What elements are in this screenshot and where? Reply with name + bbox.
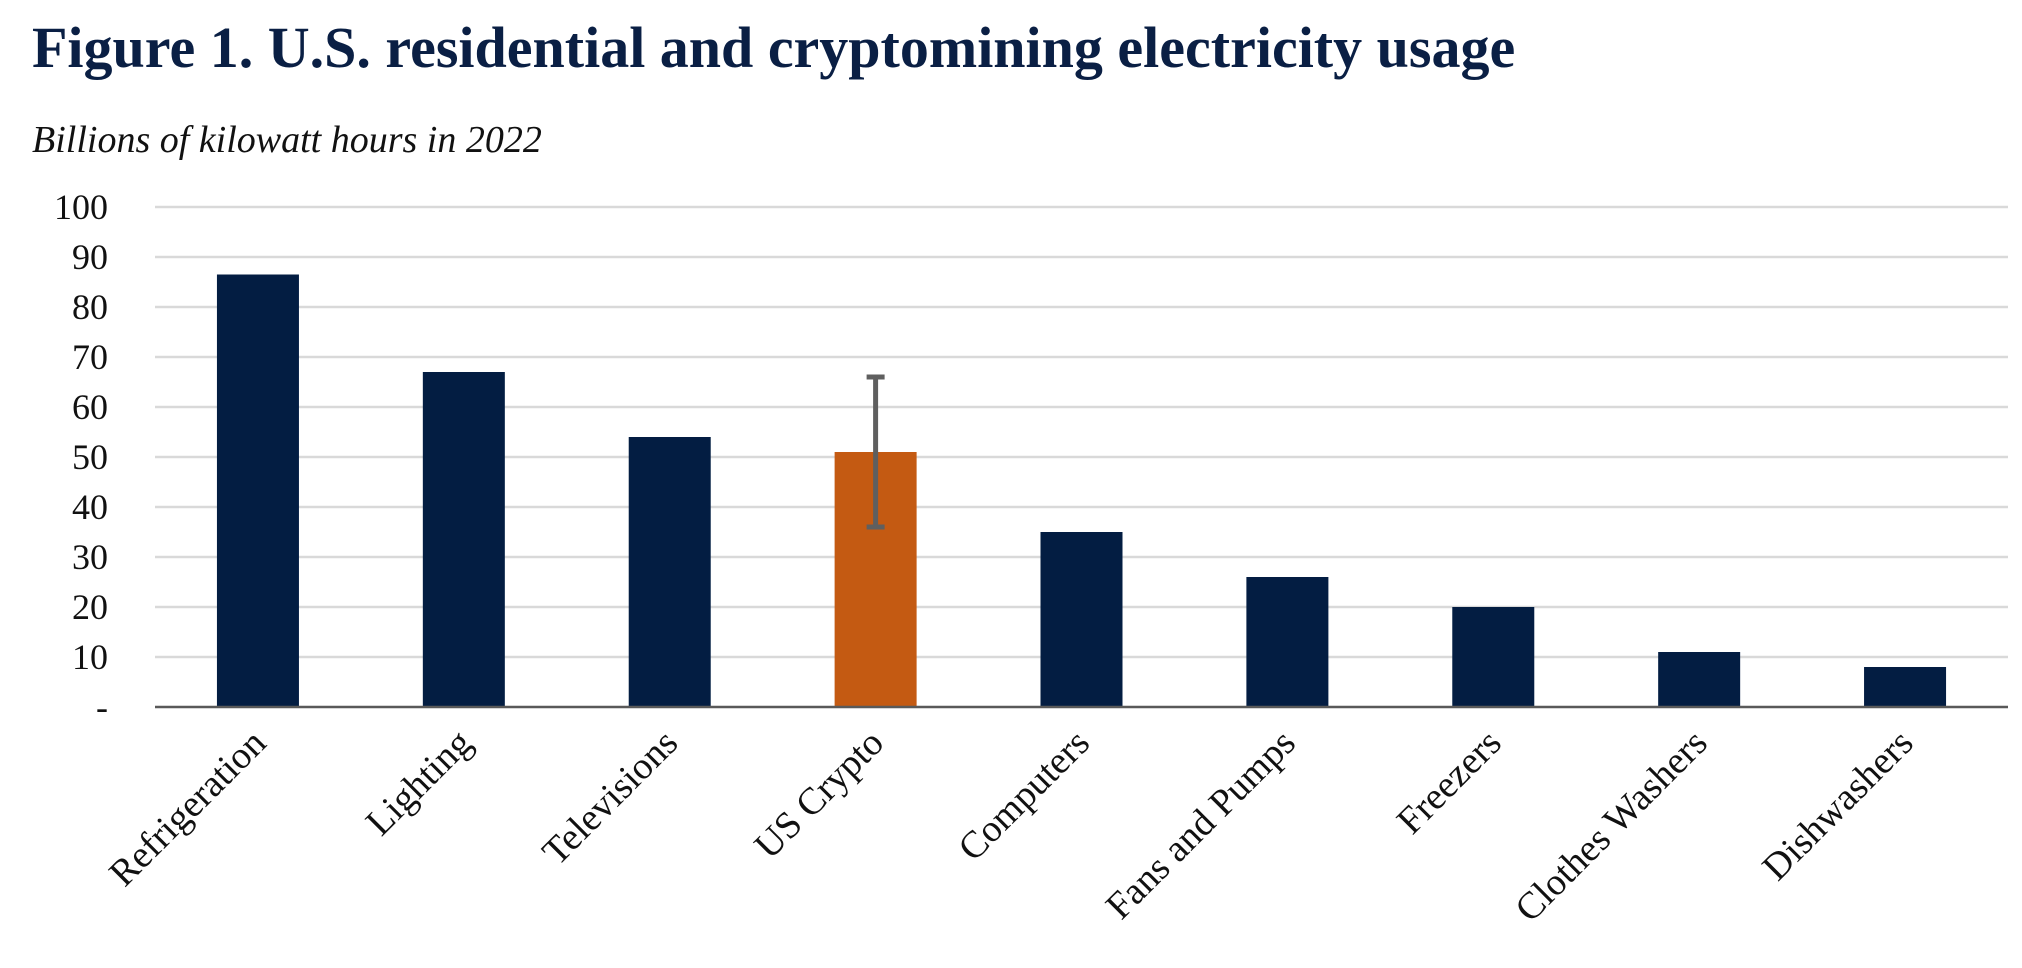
x-tick-label: Refrigeration bbox=[101, 722, 274, 895]
bar-televisions bbox=[628, 437, 711, 707]
chart-subtitle: Billions of kilowatt hours in 2022 bbox=[32, 119, 542, 161]
x-tick-label: US Crypto bbox=[747, 722, 892, 867]
bar-fans-and-pumps bbox=[1246, 577, 1329, 707]
y-tick-label: 40 bbox=[72, 487, 108, 527]
x-tick-label: Dishwashers bbox=[1754, 722, 1921, 889]
y-tick-label: 80 bbox=[72, 287, 108, 327]
y-tick-label: 100 bbox=[54, 187, 108, 227]
y-tick-label: - bbox=[96, 687, 108, 727]
y-tick-label: 20 bbox=[72, 587, 108, 627]
y-tick-label: 30 bbox=[72, 537, 108, 577]
bars bbox=[216, 274, 1947, 707]
x-tick-label: Computers bbox=[950, 722, 1098, 870]
y-tick-label: 90 bbox=[72, 237, 108, 277]
bar-refrigeration bbox=[216, 274, 299, 707]
y-tick-label: 10 bbox=[72, 637, 108, 677]
x-tick-label: Freezers bbox=[1389, 722, 1510, 843]
y-tick-label: 50 bbox=[72, 437, 108, 477]
x-tick-label: Televisions bbox=[534, 722, 686, 874]
y-tick-label: 60 bbox=[72, 387, 108, 427]
bar-lighting bbox=[422, 372, 505, 707]
bar-computers bbox=[1040, 532, 1123, 707]
x-tick-label: Clothes Washers bbox=[1507, 722, 1715, 930]
y-tick-label: 70 bbox=[72, 337, 108, 377]
error-bar bbox=[866, 374, 885, 530]
chart-title: Figure 1. U.S. residential and cryptomin… bbox=[32, 15, 1516, 80]
error-bars bbox=[866, 374, 885, 530]
x-tick-label: Fans and Pumps bbox=[1098, 722, 1304, 928]
labels: - 10 20 30 40 50 60 70 80 90 100 Refrigeration Light… bbox=[54, 187, 1921, 930]
bar-clothes-washers bbox=[1658, 652, 1741, 707]
bar-dishwashers bbox=[1864, 667, 1947, 707]
bar-freezers bbox=[1452, 607, 1535, 707]
x-tick-label: Lighting bbox=[358, 722, 480, 844]
